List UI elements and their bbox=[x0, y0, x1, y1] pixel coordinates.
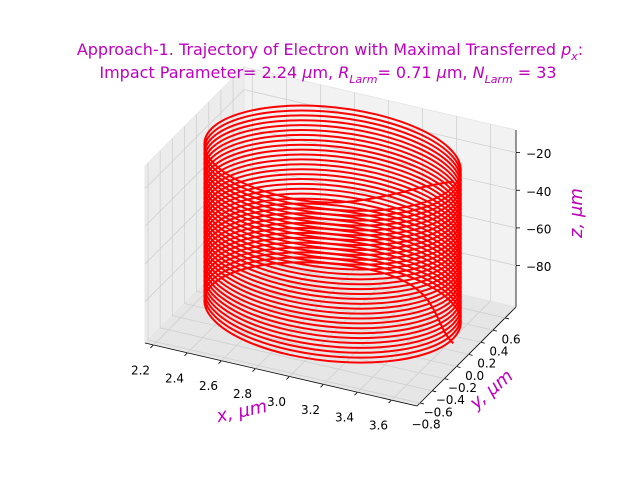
title-part: N bbox=[473, 63, 485, 82]
x-tick-label: 2.6 bbox=[199, 379, 218, 393]
tick-mark bbox=[444, 378, 449, 381]
y-tick-label: −0.2 bbox=[448, 381, 477, 395]
tick-mark bbox=[320, 384, 324, 388]
tick-mark bbox=[456, 366, 461, 368]
title-part: p bbox=[560, 40, 571, 59]
chart-title-line: Impact Parameter= 2.24 μm, RLarm= 0.71 μ… bbox=[99, 63, 556, 86]
tick-mark bbox=[480, 341, 485, 344]
title-part: m, bbox=[312, 63, 338, 82]
z-tick-label: −40 bbox=[526, 185, 551, 199]
tick-mark bbox=[432, 390, 437, 393]
y-tick-label: −0.4 bbox=[436, 393, 465, 407]
x-tick-label: 2.2 bbox=[131, 363, 150, 377]
tick-mark bbox=[252, 368, 256, 372]
x-axis-line bbox=[144, 342, 418, 407]
tick-mark bbox=[150, 344, 154, 349]
trajectory-line bbox=[203, 104, 462, 364]
y-tick-label: 0.2 bbox=[477, 357, 496, 371]
y-tick-label: 0.0 bbox=[465, 369, 484, 383]
x-axis-label: x, μm bbox=[214, 396, 269, 427]
z-tick-label: −80 bbox=[526, 260, 551, 274]
y-axis-line bbox=[416, 306, 517, 407]
x-tick-label: 3.0 bbox=[267, 395, 286, 409]
y-tick-label: −0.6 bbox=[424, 405, 453, 419]
x-tick-label: 3.2 bbox=[301, 403, 320, 417]
grid-line bbox=[391, 300, 491, 401]
grid-line bbox=[144, 126, 245, 227]
title-part: μ bbox=[301, 63, 312, 82]
title-part: : bbox=[578, 40, 583, 59]
title-part: μ bbox=[436, 63, 447, 82]
y-tick-label: 0.6 bbox=[502, 332, 521, 346]
z-tick-label: −60 bbox=[526, 222, 551, 236]
z-tick-label: −20 bbox=[526, 147, 551, 161]
title-part: = 0.71 bbox=[377, 63, 436, 82]
tick-mark bbox=[184, 352, 188, 357]
tick-mark bbox=[286, 376, 290, 380]
y-tick-label: 0.4 bbox=[489, 345, 508, 359]
grid-line bbox=[147, 339, 421, 404]
title-part: Impact Parameter= 2.24 bbox=[99, 63, 302, 82]
grid-line bbox=[160, 327, 433, 392]
x-tick-label: 2.8 bbox=[233, 387, 252, 401]
title-part: Larm bbox=[485, 73, 513, 86]
tick-mark bbox=[218, 360, 222, 365]
title-part: = 33 bbox=[513, 63, 557, 82]
title-part: Larm bbox=[349, 73, 377, 86]
tick-mark bbox=[388, 399, 392, 404]
y-tick-label: −0.8 bbox=[411, 417, 440, 431]
x-tick-label: 3.4 bbox=[335, 411, 354, 425]
grid-line bbox=[323, 285, 423, 385]
tick-mark bbox=[504, 317, 510, 320]
z-axis-label: z, μm bbox=[566, 188, 587, 239]
title-part: m, bbox=[447, 63, 473, 82]
tick-mark bbox=[354, 391, 358, 396]
x-tick-label: 2.4 bbox=[165, 371, 184, 385]
chart-title-line: Approach-1. Trajectory of Electron with … bbox=[77, 40, 583, 63]
tick-mark bbox=[419, 402, 425, 405]
tick-mark bbox=[468, 353, 473, 356]
title-part: R bbox=[338, 63, 349, 82]
grid-line bbox=[144, 89, 245, 189]
title-part: x bbox=[570, 50, 578, 63]
tick-mark bbox=[492, 329, 498, 332]
grid-line bbox=[172, 315, 445, 380]
x-tick-label: 3.6 bbox=[369, 419, 388, 433]
title-part: Approach-1. Trajectory of Electron with … bbox=[77, 40, 561, 59]
